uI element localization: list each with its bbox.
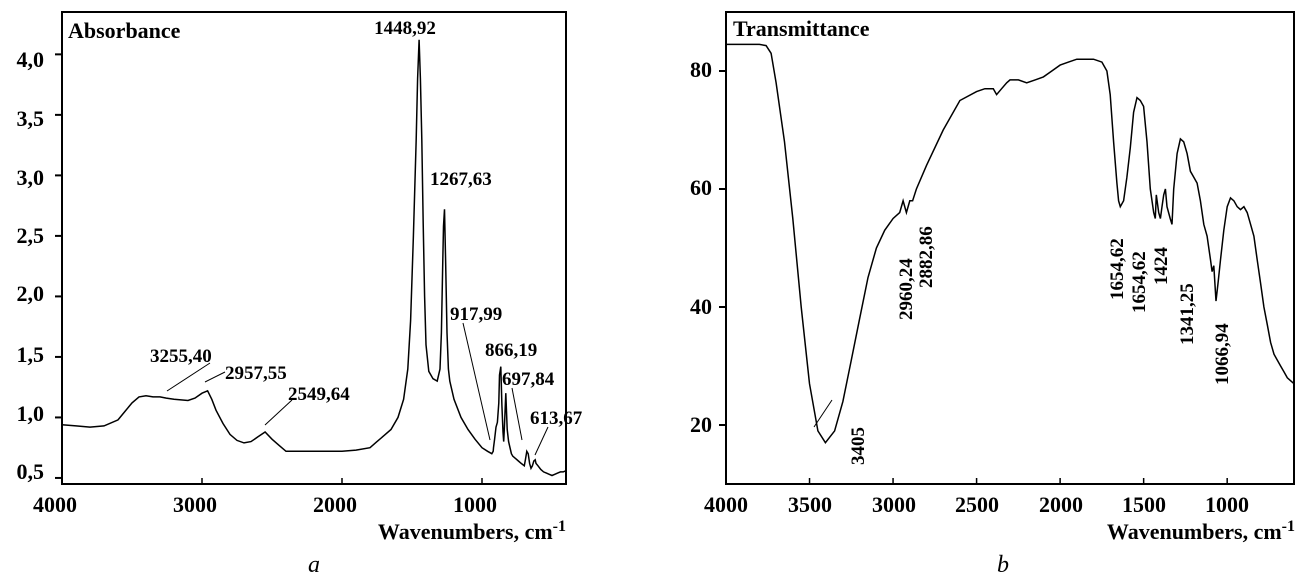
panel-a-peak-label: 3255,40 (150, 346, 212, 367)
panel-b-peak-label: 1424 (1151, 247, 1172, 286)
panel-a-yticks (55, 53, 62, 479)
panel-a-ytick-label: 1,0 (17, 401, 45, 426)
panel-b-ytick-label: 40 (690, 294, 712, 319)
panel-a-peak-label: 2549,64 (288, 384, 350, 405)
panel-b-peak-label: 2882,86 (916, 226, 937, 288)
panel-b-spectrum-line (726, 43, 1295, 444)
panel-b-xtick-label: 2500 (955, 492, 999, 517)
panel-a-peak-label: 697,84 (502, 369, 555, 390)
panel-a-leader-613 (534, 426, 549, 456)
panel-a-ytick-labels: 0,5 1,0 1,5 2,0 2,5 3,0 3,5 4,0 (17, 47, 45, 484)
panel-a-ylabel: Absorbance (68, 18, 181, 43)
panel-a-xtick-label: 4000 (33, 492, 77, 517)
panel-a-xtick-label: 2000 (313, 492, 357, 517)
panel-a-ytick-label: 3,0 (17, 165, 45, 190)
panel-a-leader-917 (462, 322, 491, 441)
panel-b-xtick-labels: 4000 3500 3000 2500 2000 1500 1000 (704, 492, 1249, 517)
panel-b-yticks (719, 70, 726, 426)
panel-b-xtick-label: 1000 (1205, 492, 1249, 517)
panel-a-letter: a (308, 552, 320, 575)
panel-a-leader-2549 (264, 399, 293, 426)
panel-a-ytick-label: 0,5 (17, 459, 45, 484)
panel-a-peak-label: 613,67 (530, 408, 583, 429)
panel-b-xticks (808, 478, 1228, 484)
panel-a-xlabel: Wavenumbers, cm-1 (378, 518, 566, 544)
panel-a-frame (61, 11, 567, 485)
panel-a-ytick-label: 2,5 (17, 223, 45, 248)
panel-a-peak-label: 2957,55 (225, 363, 287, 384)
panel-b-peak-label: 1654,62 (1107, 238, 1128, 300)
panel-a-xtick-label: 1000 (453, 492, 497, 517)
panel-a-peak-label: 866,19 (485, 340, 537, 361)
panel-b-peak-label: 3405 (848, 427, 869, 465)
panel-a-xticks (201, 478, 483, 484)
panel-a-leader-697 (511, 387, 523, 441)
panel-b-peak-label: 1066,94 (1212, 323, 1233, 385)
panel-b-ytick-label: 60 (690, 175, 712, 200)
panel-b-leader-3405 (813, 399, 833, 428)
panel-a-leader-3255 (166, 362, 211, 392)
panel-b-xtick-label: 3000 (872, 492, 916, 517)
panel-a-ytick-label: 1,5 (17, 342, 45, 367)
panel-b-ytick-label: 20 (690, 412, 712, 437)
panel-a-ytick-label: 3,5 (17, 106, 45, 131)
panel-b-xtick-label: 1500 (1122, 492, 1166, 517)
panel-a-ytick-label: 2,0 (17, 281, 45, 306)
panel-b-peak-label: 2960,24 (896, 258, 917, 320)
panel-b: Transmittance Wavenumbers, cm-1 b 4000 3… (690, 11, 1295, 575)
panel-a: Absorbance Wavenumbers, cm-1 a 4000 3000… (17, 11, 583, 575)
panel-a-peak-label: 1448,92 (374, 18, 436, 39)
panel-a-peak-label: 1267,63 (430, 169, 492, 190)
panel-b-ylabel: Transmittance (733, 16, 870, 41)
panel-a-xtick-label: 3000 (173, 492, 217, 517)
panel-b-ytick-label: 80 (690, 57, 712, 82)
panel-a-ytick-label: 4,0 (17, 47, 45, 72)
panel-a-spectrum-line (61, 39, 567, 477)
panel-b-xlabel: Wavenumbers, cm-1 (1107, 518, 1295, 544)
panel-b-letter: b (997, 552, 1009, 575)
panel-a-peak-label: 917,99 (450, 304, 502, 325)
panel-b-xtick-label: 2000 (1039, 492, 1083, 517)
panel-b-xtick-label: 3500 (788, 492, 832, 517)
panel-b-peak-label: 1654,62 (1129, 251, 1150, 313)
panel-b-peak-label: 1341,25 (1177, 283, 1198, 345)
panel-b-ytick-labels: 20 40 60 80 (690, 57, 712, 437)
panel-a-leader-2957 (204, 371, 226, 383)
panel-b-xtick-label: 4000 (704, 492, 748, 517)
panel-a-xtick-labels: 4000 3000 2000 1000 (33, 492, 497, 517)
panel-b-frame (725, 11, 1295, 485)
